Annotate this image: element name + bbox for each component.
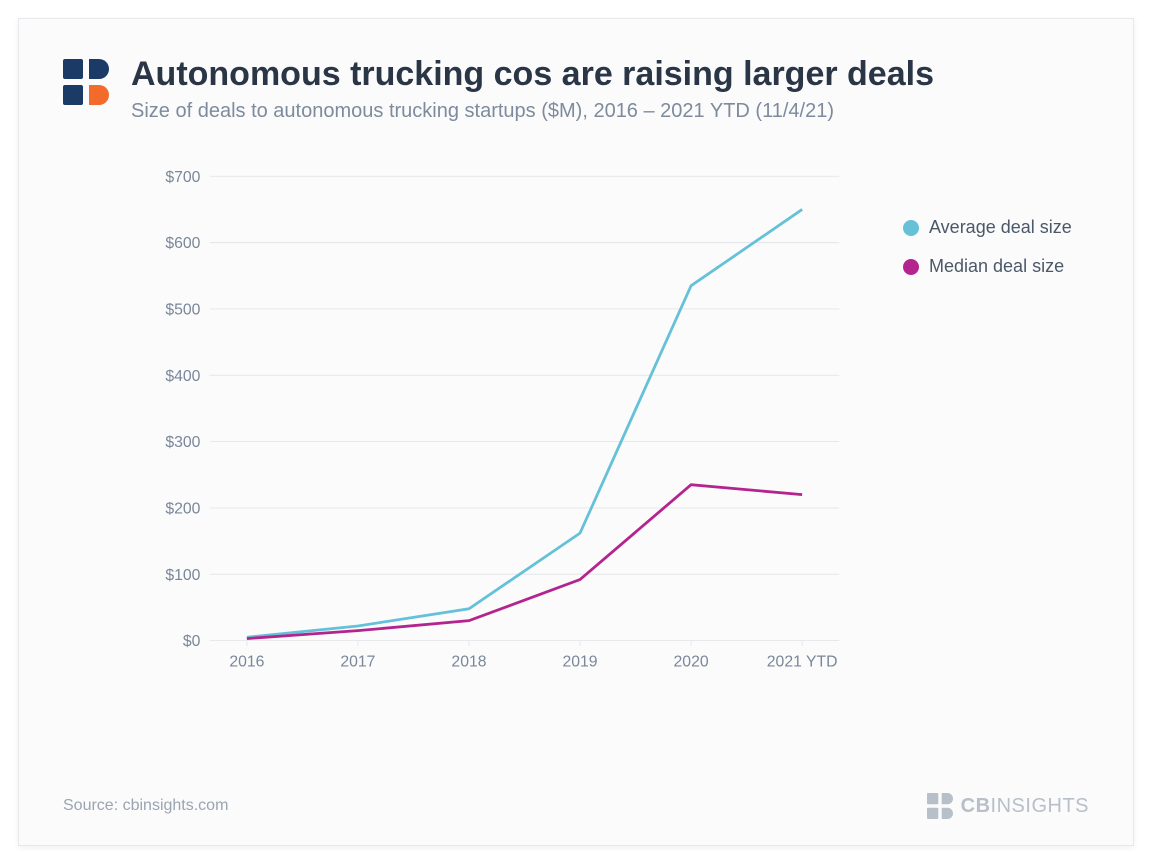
svg-text:$0: $0 xyxy=(183,633,201,650)
legend: Average deal size Median deal size xyxy=(903,217,1072,295)
svg-text:2018: 2018 xyxy=(451,654,486,671)
cbinsights-wordmark: CBINSIGHTS xyxy=(927,793,1089,819)
chart-title: Autonomous trucking cos are raising larg… xyxy=(131,55,1089,94)
line-chart: $0 $100 $200 $300 $400 $500 $600 $700 2016 2017 2… xyxy=(125,167,885,687)
footer: Source: cbinsights.com CBINSIGHTS xyxy=(63,793,1089,819)
source-text: Source: cbinsights.com xyxy=(63,797,228,815)
svg-text:2019: 2019 xyxy=(562,654,597,671)
chart-card: Autonomous trucking cos are raising larg… xyxy=(18,18,1134,846)
header: Autonomous trucking cos are raising larg… xyxy=(63,59,1089,123)
chart-area: $0 $100 $200 $300 $400 $500 $600 $700 2016 2017 2… xyxy=(63,157,1089,747)
svg-text:$500: $500 xyxy=(165,302,200,319)
svg-text:$300: $300 xyxy=(165,434,200,451)
svg-text:$100: $100 xyxy=(165,567,200,584)
legend-item: Median deal size xyxy=(903,256,1072,277)
svg-text:$400: $400 xyxy=(165,368,200,385)
svg-text:2020: 2020 xyxy=(674,654,709,671)
legend-label: Median deal size xyxy=(929,256,1064,277)
series-line xyxy=(247,210,802,638)
svg-text:2016: 2016 xyxy=(229,654,264,671)
brand-bold: CB xyxy=(961,795,991,817)
svg-text:$600: $600 xyxy=(165,235,200,252)
legend-label: Average deal size xyxy=(929,217,1072,238)
legend-dot-icon xyxy=(903,220,919,236)
legend-item: Average deal size xyxy=(903,217,1072,238)
svg-text:$200: $200 xyxy=(165,501,200,518)
svg-text:$700: $700 xyxy=(165,169,200,186)
brand-rest: INSIGHTS xyxy=(991,795,1089,817)
chart-subtitle: Size of deals to autonomous trucking sta… xyxy=(131,100,1089,123)
svg-text:2021 YTD: 2021 YTD xyxy=(767,654,838,671)
cbinsights-logo-icon xyxy=(63,59,109,105)
legend-dot-icon xyxy=(903,259,919,275)
svg-text:2017: 2017 xyxy=(340,654,375,671)
